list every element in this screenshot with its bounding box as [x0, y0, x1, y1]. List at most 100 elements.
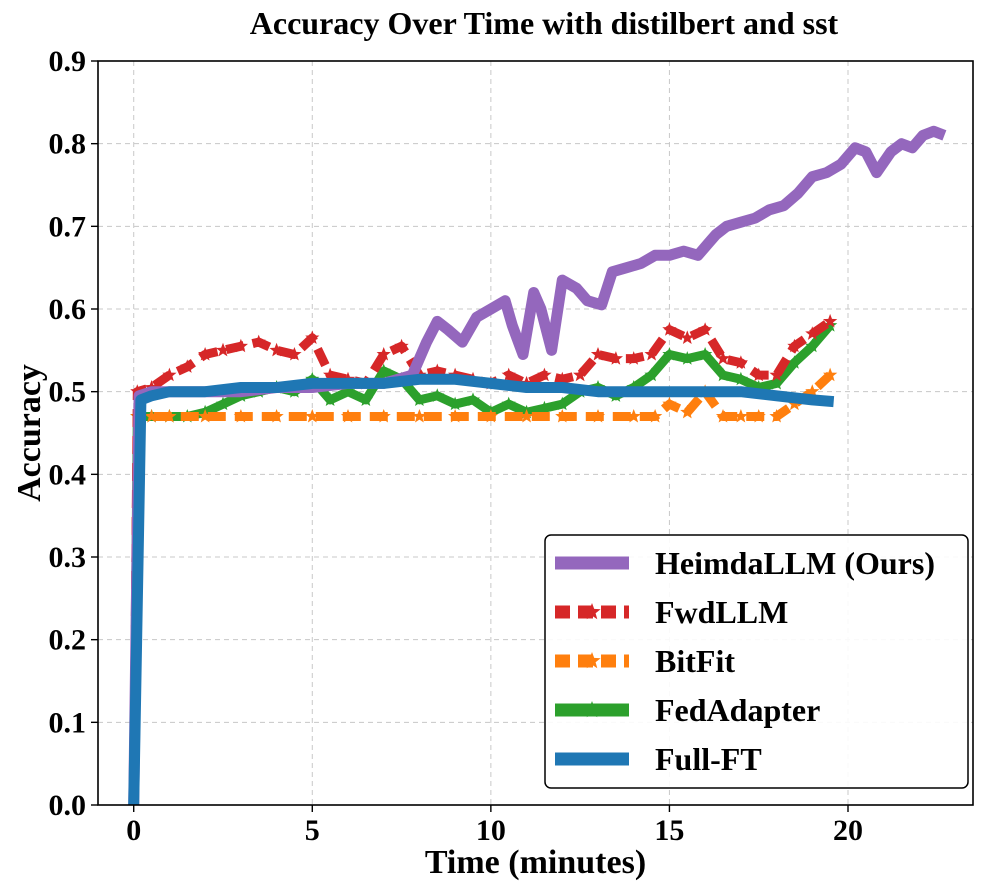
- data-point-marker: [251, 334, 266, 349]
- y-tick-label: 0.3: [49, 541, 87, 574]
- data-point-marker: [555, 371, 570, 386]
- series-line: [129, 317, 833, 806]
- data-point-marker: [358, 392, 373, 406]
- data-point-marker: [430, 388, 445, 402]
- data-point-marker: [680, 404, 695, 419]
- data-point-marker: [162, 409, 177, 423]
- x-axis-label: Time (minutes): [425, 844, 646, 881]
- data-point-marker: [590, 409, 606, 423]
- data-point-marker: [144, 409, 159, 423]
- y-tick-label: 0.9: [49, 45, 87, 78]
- data-point-marker: [733, 355, 748, 369]
- x-tick-label: 20: [833, 814, 863, 847]
- data-point-marker: [412, 409, 427, 423]
- data-point-marker: [555, 396, 570, 411]
- data-point-marker: [769, 375, 784, 390]
- data-point-marker: [662, 322, 677, 336]
- data-point-marker: [751, 380, 766, 394]
- data-point-marker: [430, 363, 445, 378]
- data-point-marker: [340, 384, 356, 398]
- data-point-marker: [198, 409, 213, 423]
- data-point-marker: [644, 347, 659, 361]
- data-point-marker: [823, 318, 838, 332]
- data-point-marker: [394, 338, 409, 353]
- data-point-marker: [305, 409, 320, 423]
- legend-label: BitFit: [655, 643, 735, 679]
- data-point-marker: [823, 367, 838, 382]
- data-point-marker: [648, 409, 663, 423]
- data-point-marker: [501, 396, 516, 411]
- data-point-marker: [215, 342, 231, 357]
- y-tick-label: 0.0: [49, 789, 87, 822]
- x-tick-label: 15: [654, 814, 684, 847]
- data-point-marker: [715, 409, 731, 423]
- data-point-marker: [323, 392, 338, 406]
- data-point-marker: [787, 338, 802, 353]
- data-point-marker: [805, 384, 820, 398]
- data-point-marker: [376, 363, 391, 378]
- data-point-marker: [340, 409, 356, 423]
- legend-box: [544, 534, 969, 789]
- data-point-marker: [626, 409, 641, 423]
- data-point-marker: [448, 409, 463, 423]
- data-point-marker: [662, 347, 677, 361]
- data-point-marker: [680, 330, 695, 344]
- data-point-marker: [805, 338, 820, 353]
- data-point-marker: [573, 367, 588, 382]
- data-point-marker: [323, 367, 338, 382]
- legend-label: FedAdapter: [655, 692, 820, 728]
- legend-label: Full-FT: [655, 741, 762, 777]
- data-point-marker: [233, 338, 248, 353]
- series-layer: [128, 125, 947, 806]
- y-tick-label: 0.2: [49, 624, 87, 657]
- data-point-marker: [233, 409, 248, 423]
- data-point-marker: [751, 409, 766, 423]
- data-point-marker: [287, 347, 302, 361]
- y-tick-label: 0.4: [49, 458, 87, 491]
- data-point-marker: [198, 347, 213, 361]
- series-full-ft: [128, 373, 835, 806]
- legend-label: HeimdaLLM (Ours): [655, 545, 935, 581]
- y-tick-label: 0.8: [49, 128, 87, 161]
- legend-marker: [583, 701, 601, 718]
- legend-marker: [583, 603, 601, 620]
- data-point-marker: [215, 396, 231, 411]
- x-tick-label: 10: [476, 814, 506, 847]
- x-tick-label: 5: [305, 814, 320, 847]
- data-point-marker: [483, 409, 498, 423]
- legend: HeimdaLLM (Ours) FwdLLM BitFit FedAdapter Fu…: [544, 534, 969, 789]
- series-line: [128, 373, 835, 806]
- data-point-marker: [412, 392, 427, 406]
- legend-label: FwdLLM: [655, 594, 788, 630]
- data-point-marker: [376, 409, 391, 423]
- data-point-marker: [626, 351, 641, 365]
- y-tick-label: 0.5: [49, 376, 87, 409]
- y-axis-label: Accuracy: [11, 364, 48, 502]
- data-point-marker: [769, 367, 784, 382]
- data-point-marker: [501, 367, 516, 382]
- y-tick-label: 0.7: [49, 210, 87, 243]
- data-point-marker: [733, 371, 748, 386]
- data-point-marker: [715, 367, 731, 382]
- data-point-marker: [715, 351, 731, 365]
- data-point-marker: [805, 326, 820, 340]
- y-tick-label: 0.1: [49, 706, 87, 739]
- data-point-marker: [537, 400, 552, 415]
- data-point-marker: [769, 409, 784, 423]
- data-point-marker: [662, 396, 677, 411]
- data-point-marker: [376, 347, 391, 361]
- data-point-marker: [537, 367, 552, 382]
- x-tick-label: 0: [126, 814, 141, 847]
- data-point-marker: [305, 330, 320, 344]
- y-tick-label: 0.6: [49, 293, 87, 326]
- series-line: [129, 371, 834, 806]
- data-point-marker: [823, 313, 838, 328]
- chart-title: Accuracy Over Time with distilbert and s…: [250, 5, 839, 41]
- legend-marker: [583, 652, 601, 669]
- data-point-marker: [733, 409, 748, 423]
- data-point-marker: [180, 359, 195, 373]
- axes-frame: [97, 60, 974, 806]
- data-point-marker: [608, 351, 623, 365]
- data-point-marker: [519, 409, 534, 423]
